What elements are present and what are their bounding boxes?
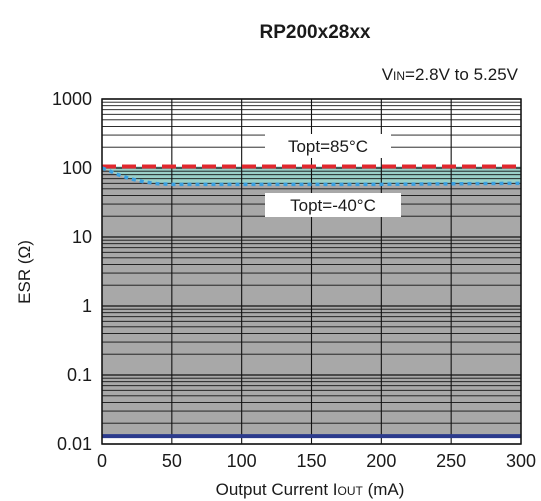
x-tick-label: 0 <box>97 451 107 471</box>
x-tick-label: 50 <box>162 451 182 471</box>
y-tick-label: 1000 <box>52 89 92 109</box>
y-tick-label: 100 <box>62 158 92 178</box>
annotation-label-1: Topt=-40°C <box>290 196 376 215</box>
x-tick-label: 150 <box>296 451 326 471</box>
y-tick-labels: 0.01 0.1 1 10 100 1000 <box>52 89 92 454</box>
plot-area: Topt=85°C Topt=-40°C <box>101 98 522 445</box>
x-tick-label: 250 <box>436 451 466 471</box>
plot-frame <box>101 98 522 445</box>
y-axis-label: ESR (Ω) <box>15 240 34 304</box>
x-tick-label: 300 <box>506 451 536 471</box>
annotation-label-0: Topt=85°C <box>288 137 368 156</box>
x-tick-label: 100 <box>227 451 257 471</box>
y-tick-label: 1 <box>82 296 92 316</box>
x-axis-label-sub: OUT <box>338 484 364 498</box>
condition-label: VIN=2.8V to 5.25V <box>382 65 519 84</box>
y-tick-label: 10 <box>72 227 92 247</box>
annotation-box-1 <box>265 193 401 217</box>
x-tick-labels: 0 50 100 150 200 250 300 <box>97 451 536 471</box>
chart-title: RP200x28xx <box>260 22 371 43</box>
condition-main: V <box>382 65 394 84</box>
y-tick-label: 0.1 <box>67 365 92 385</box>
annotation-box-0 <box>265 134 391 158</box>
x-axis-label-rest: (mA) <box>363 480 405 499</box>
x-axis-label-main: Output Current I <box>216 480 338 499</box>
x-tick-label: 200 <box>366 451 396 471</box>
x-axis-label: Output Current IOUT (mA) <box>216 480 405 499</box>
series-line-1 <box>101 166 522 187</box>
condition-sub: IN <box>393 69 405 83</box>
y-tick-label: 0.01 <box>57 434 92 454</box>
condition-rest: =2.8V to 5.25V <box>405 65 519 84</box>
